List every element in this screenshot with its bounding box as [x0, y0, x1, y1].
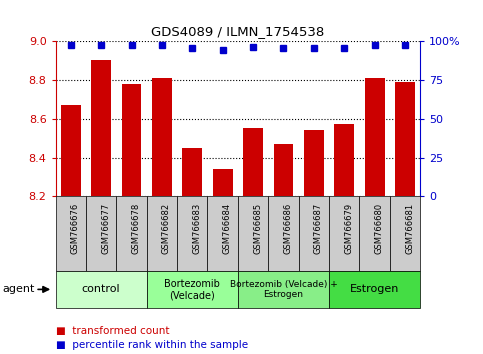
- Text: GSM766686: GSM766686: [284, 202, 293, 254]
- Bar: [177, 196, 208, 271]
- Bar: [213, 169, 232, 196]
- Bar: [390, 196, 420, 271]
- Text: GSM766677: GSM766677: [101, 202, 110, 254]
- Text: GSM766685: GSM766685: [253, 202, 262, 253]
- Bar: [238, 271, 329, 308]
- Bar: [273, 144, 293, 196]
- Bar: [61, 105, 81, 196]
- Bar: [56, 271, 147, 308]
- Bar: [268, 196, 298, 271]
- Bar: [243, 128, 263, 196]
- Bar: [152, 78, 172, 196]
- Bar: [298, 196, 329, 271]
- Bar: [56, 196, 86, 271]
- Text: GSM766682: GSM766682: [162, 202, 171, 253]
- Bar: [329, 196, 359, 271]
- Bar: [147, 271, 238, 308]
- Bar: [238, 196, 268, 271]
- Bar: [395, 82, 415, 196]
- Bar: [359, 196, 390, 271]
- Text: GSM766681: GSM766681: [405, 202, 414, 253]
- Text: GSM766676: GSM766676: [71, 202, 80, 254]
- Bar: [91, 60, 111, 196]
- Text: GSM766678: GSM766678: [131, 202, 141, 254]
- Text: Estrogen: Estrogen: [350, 284, 399, 295]
- Text: control: control: [82, 284, 120, 295]
- Text: Bortezomib
(Velcade): Bortezomib (Velcade): [164, 279, 220, 300]
- Bar: [147, 196, 177, 271]
- Text: GSM766679: GSM766679: [344, 202, 353, 253]
- Bar: [122, 84, 142, 196]
- Bar: [86, 196, 116, 271]
- Text: GSM766680: GSM766680: [375, 202, 384, 253]
- Bar: [183, 148, 202, 196]
- Bar: [329, 271, 420, 308]
- Text: ■  transformed count: ■ transformed count: [56, 326, 169, 336]
- Bar: [334, 124, 354, 196]
- Text: agent: agent: [2, 284, 35, 295]
- Title: GDS4089 / ILMN_1754538: GDS4089 / ILMN_1754538: [151, 25, 325, 38]
- Text: GSM766683: GSM766683: [192, 202, 201, 254]
- Text: GSM766687: GSM766687: [314, 202, 323, 254]
- Text: ■  percentile rank within the sample: ■ percentile rank within the sample: [56, 340, 248, 350]
- Bar: [304, 130, 324, 196]
- Text: GSM766684: GSM766684: [223, 202, 232, 253]
- Text: Bortezomib (Velcade) +
Estrogen: Bortezomib (Velcade) + Estrogen: [229, 280, 337, 299]
- Bar: [365, 78, 384, 196]
- Bar: [116, 196, 147, 271]
- Bar: [208, 196, 238, 271]
